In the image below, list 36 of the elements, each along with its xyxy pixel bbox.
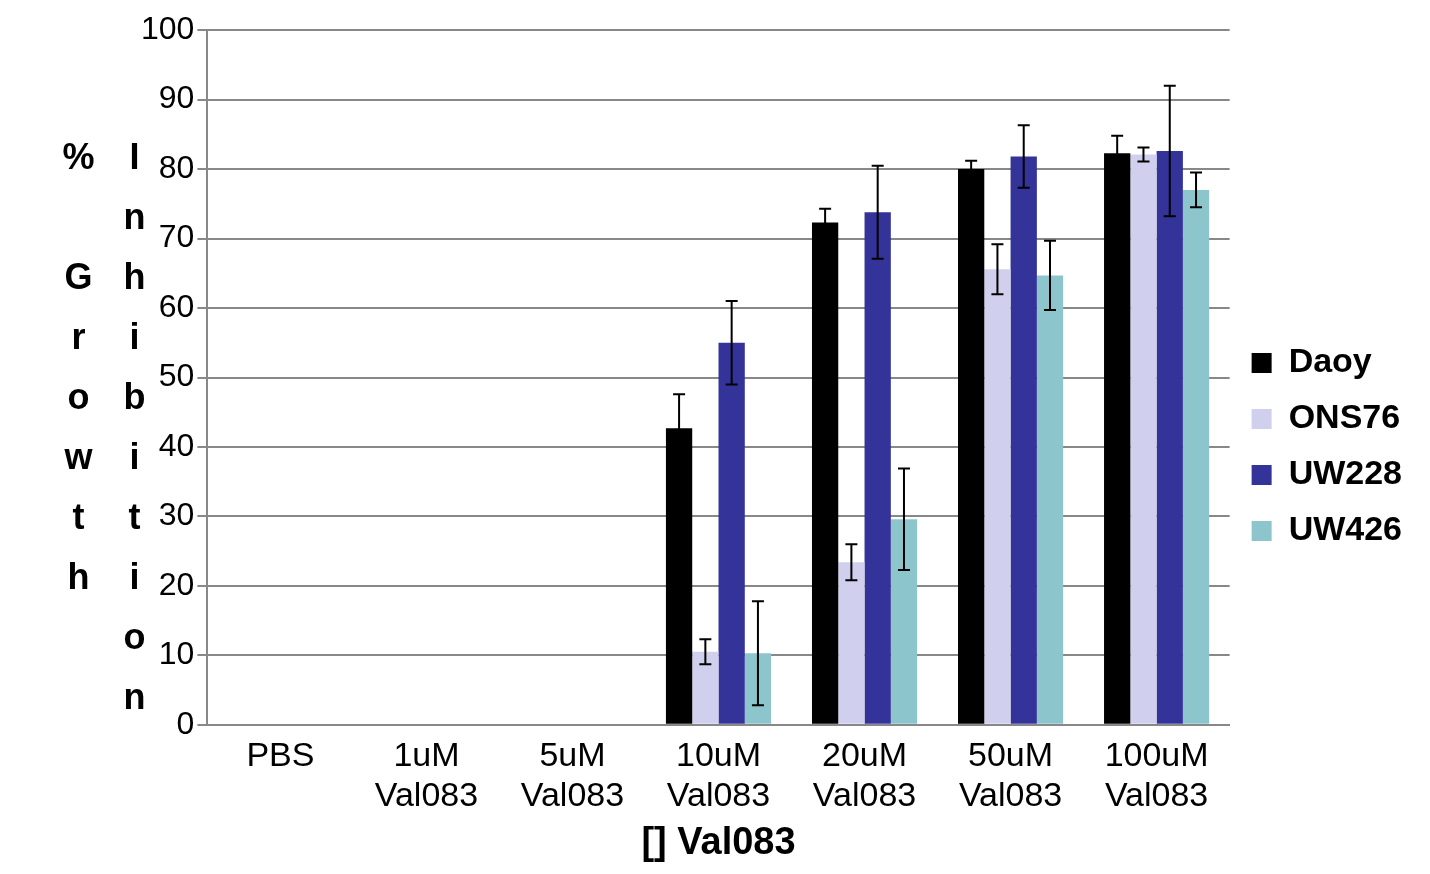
y-tick-label: 60 xyxy=(158,287,195,324)
y-tick-label: 80 xyxy=(158,148,195,185)
x-tick-label: 1uM Val083 xyxy=(374,734,479,814)
x-axis-title: [] Val083 xyxy=(641,819,796,862)
y-tick-label: 10 xyxy=(158,635,195,672)
y-axis-title: % Growth Inhibition xyxy=(58,136,155,736)
y-tick-label: 20 xyxy=(158,565,195,602)
bar xyxy=(718,342,745,724)
y-tick-label: 70 xyxy=(158,218,195,255)
legend-label: ONS76 xyxy=(1288,397,1401,436)
x-tick-label: 100uM Val083 xyxy=(1104,734,1209,814)
bar xyxy=(744,653,772,724)
bar xyxy=(890,519,918,724)
legend-label: UW228 xyxy=(1288,453,1402,492)
y-tick-label: 90 xyxy=(158,79,195,116)
y-tick-label: 40 xyxy=(158,426,195,463)
x-tick-label: 10uM Val083 xyxy=(666,734,771,814)
bar xyxy=(1010,156,1037,724)
x-tick-label: 20uM Val083 xyxy=(812,734,917,814)
bar xyxy=(864,212,891,724)
bar xyxy=(1182,189,1210,724)
legend-label: Daoy xyxy=(1288,341,1372,380)
legend-label: UW426 xyxy=(1288,509,1402,548)
y-tick-label: 100 xyxy=(141,10,195,47)
y-tick-label: 50 xyxy=(158,357,195,394)
bar xyxy=(1156,151,1183,724)
x-tick-label: 5uM Val083 xyxy=(520,734,625,814)
x-tick-label: PBS xyxy=(246,734,315,773)
bar xyxy=(1130,154,1157,724)
y-tick-label: 0 xyxy=(176,704,195,741)
bar xyxy=(1036,275,1064,724)
y-tick-label: 30 xyxy=(158,496,195,533)
bar xyxy=(692,651,719,724)
bar xyxy=(838,562,865,724)
x-tick-label: 50uM Val083 xyxy=(958,734,1063,814)
bar xyxy=(984,269,1011,724)
